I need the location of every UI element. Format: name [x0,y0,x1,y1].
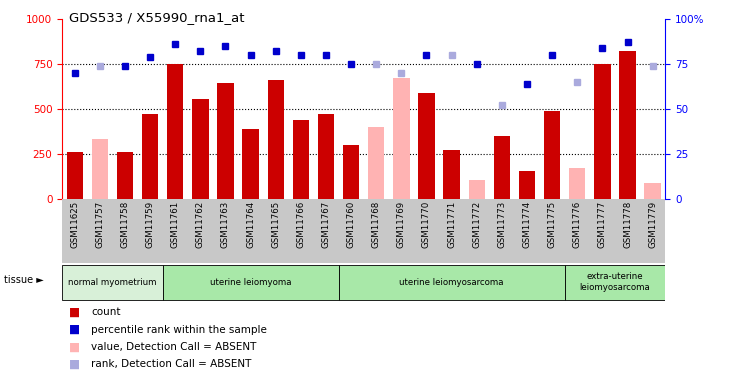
Bar [368,127,385,199]
Text: uterine leiomyosarcoma: uterine leiomyosarcoma [399,278,504,286]
Bar [544,111,560,199]
Text: value, Detection Call = ABSENT: value, Detection Call = ABSENT [91,342,257,352]
Text: percentile rank within the sample: percentile rank within the sample [91,325,268,335]
Bar [217,82,234,199]
Bar [645,183,661,199]
Bar [569,168,586,199]
Text: GSM11771: GSM11771 [447,201,456,248]
Text: GSM11765: GSM11765 [271,201,280,248]
Bar [142,114,158,199]
Text: GSM11779: GSM11779 [648,201,657,248]
Text: GSM11762: GSM11762 [196,201,205,248]
Text: GSM11778: GSM11778 [623,201,632,248]
Text: GSM11760: GSM11760 [346,201,355,248]
Text: ■: ■ [69,340,80,354]
Bar [292,120,309,199]
Bar [268,80,284,199]
Text: GSM11772: GSM11772 [472,201,481,248]
Text: extra-uterine
leiomyosarcoma: extra-uterine leiomyosarcoma [580,273,651,292]
Text: ■: ■ [69,306,80,319]
Text: GDS533 / X55990_rna1_at: GDS533 / X55990_rna1_at [69,11,245,24]
Text: ■: ■ [69,323,80,336]
Text: GSM11769: GSM11769 [397,201,406,248]
Bar [393,78,409,199]
Text: GSM11625: GSM11625 [70,201,79,248]
Text: GSM11774: GSM11774 [523,201,531,248]
Text: GSM11775: GSM11775 [548,201,556,248]
Bar [167,64,183,199]
Text: GSM11776: GSM11776 [573,201,582,248]
Text: uterine leiomyoma: uterine leiomyoma [210,278,292,286]
Text: GSM11770: GSM11770 [422,201,431,248]
Text: tissue ►: tissue ► [4,275,43,285]
Bar [493,136,510,199]
Bar [91,140,108,199]
Text: GSM11764: GSM11764 [246,201,255,248]
Bar [594,64,610,199]
Text: ■: ■ [69,358,80,371]
Bar [418,93,435,199]
Bar [162,265,338,300]
Bar [62,265,162,300]
Text: GSM11763: GSM11763 [221,201,230,248]
Bar [444,150,460,199]
Bar [67,152,83,199]
Bar [519,171,535,199]
Bar [619,51,636,199]
Bar [243,129,259,199]
Text: count: count [91,308,121,317]
Bar [318,114,334,199]
Text: GSM11759: GSM11759 [145,201,154,248]
Text: GSM11758: GSM11758 [121,201,129,248]
Text: normal myometrium: normal myometrium [68,278,156,286]
Text: rank, Detection Call = ABSENT: rank, Detection Call = ABSENT [91,360,251,369]
Text: GSM11761: GSM11761 [171,201,180,248]
Text: GSM11773: GSM11773 [497,201,507,248]
Text: GSM11766: GSM11766 [296,201,306,248]
Text: GSM11777: GSM11777 [598,201,607,248]
Bar [564,265,665,300]
Bar [192,99,208,199]
Text: GSM11767: GSM11767 [322,201,330,248]
Text: GSM11757: GSM11757 [95,201,105,248]
Bar [469,180,485,199]
Bar [117,152,133,199]
Bar [338,265,565,300]
Bar [343,145,359,199]
Text: GSM11768: GSM11768 [372,201,381,248]
